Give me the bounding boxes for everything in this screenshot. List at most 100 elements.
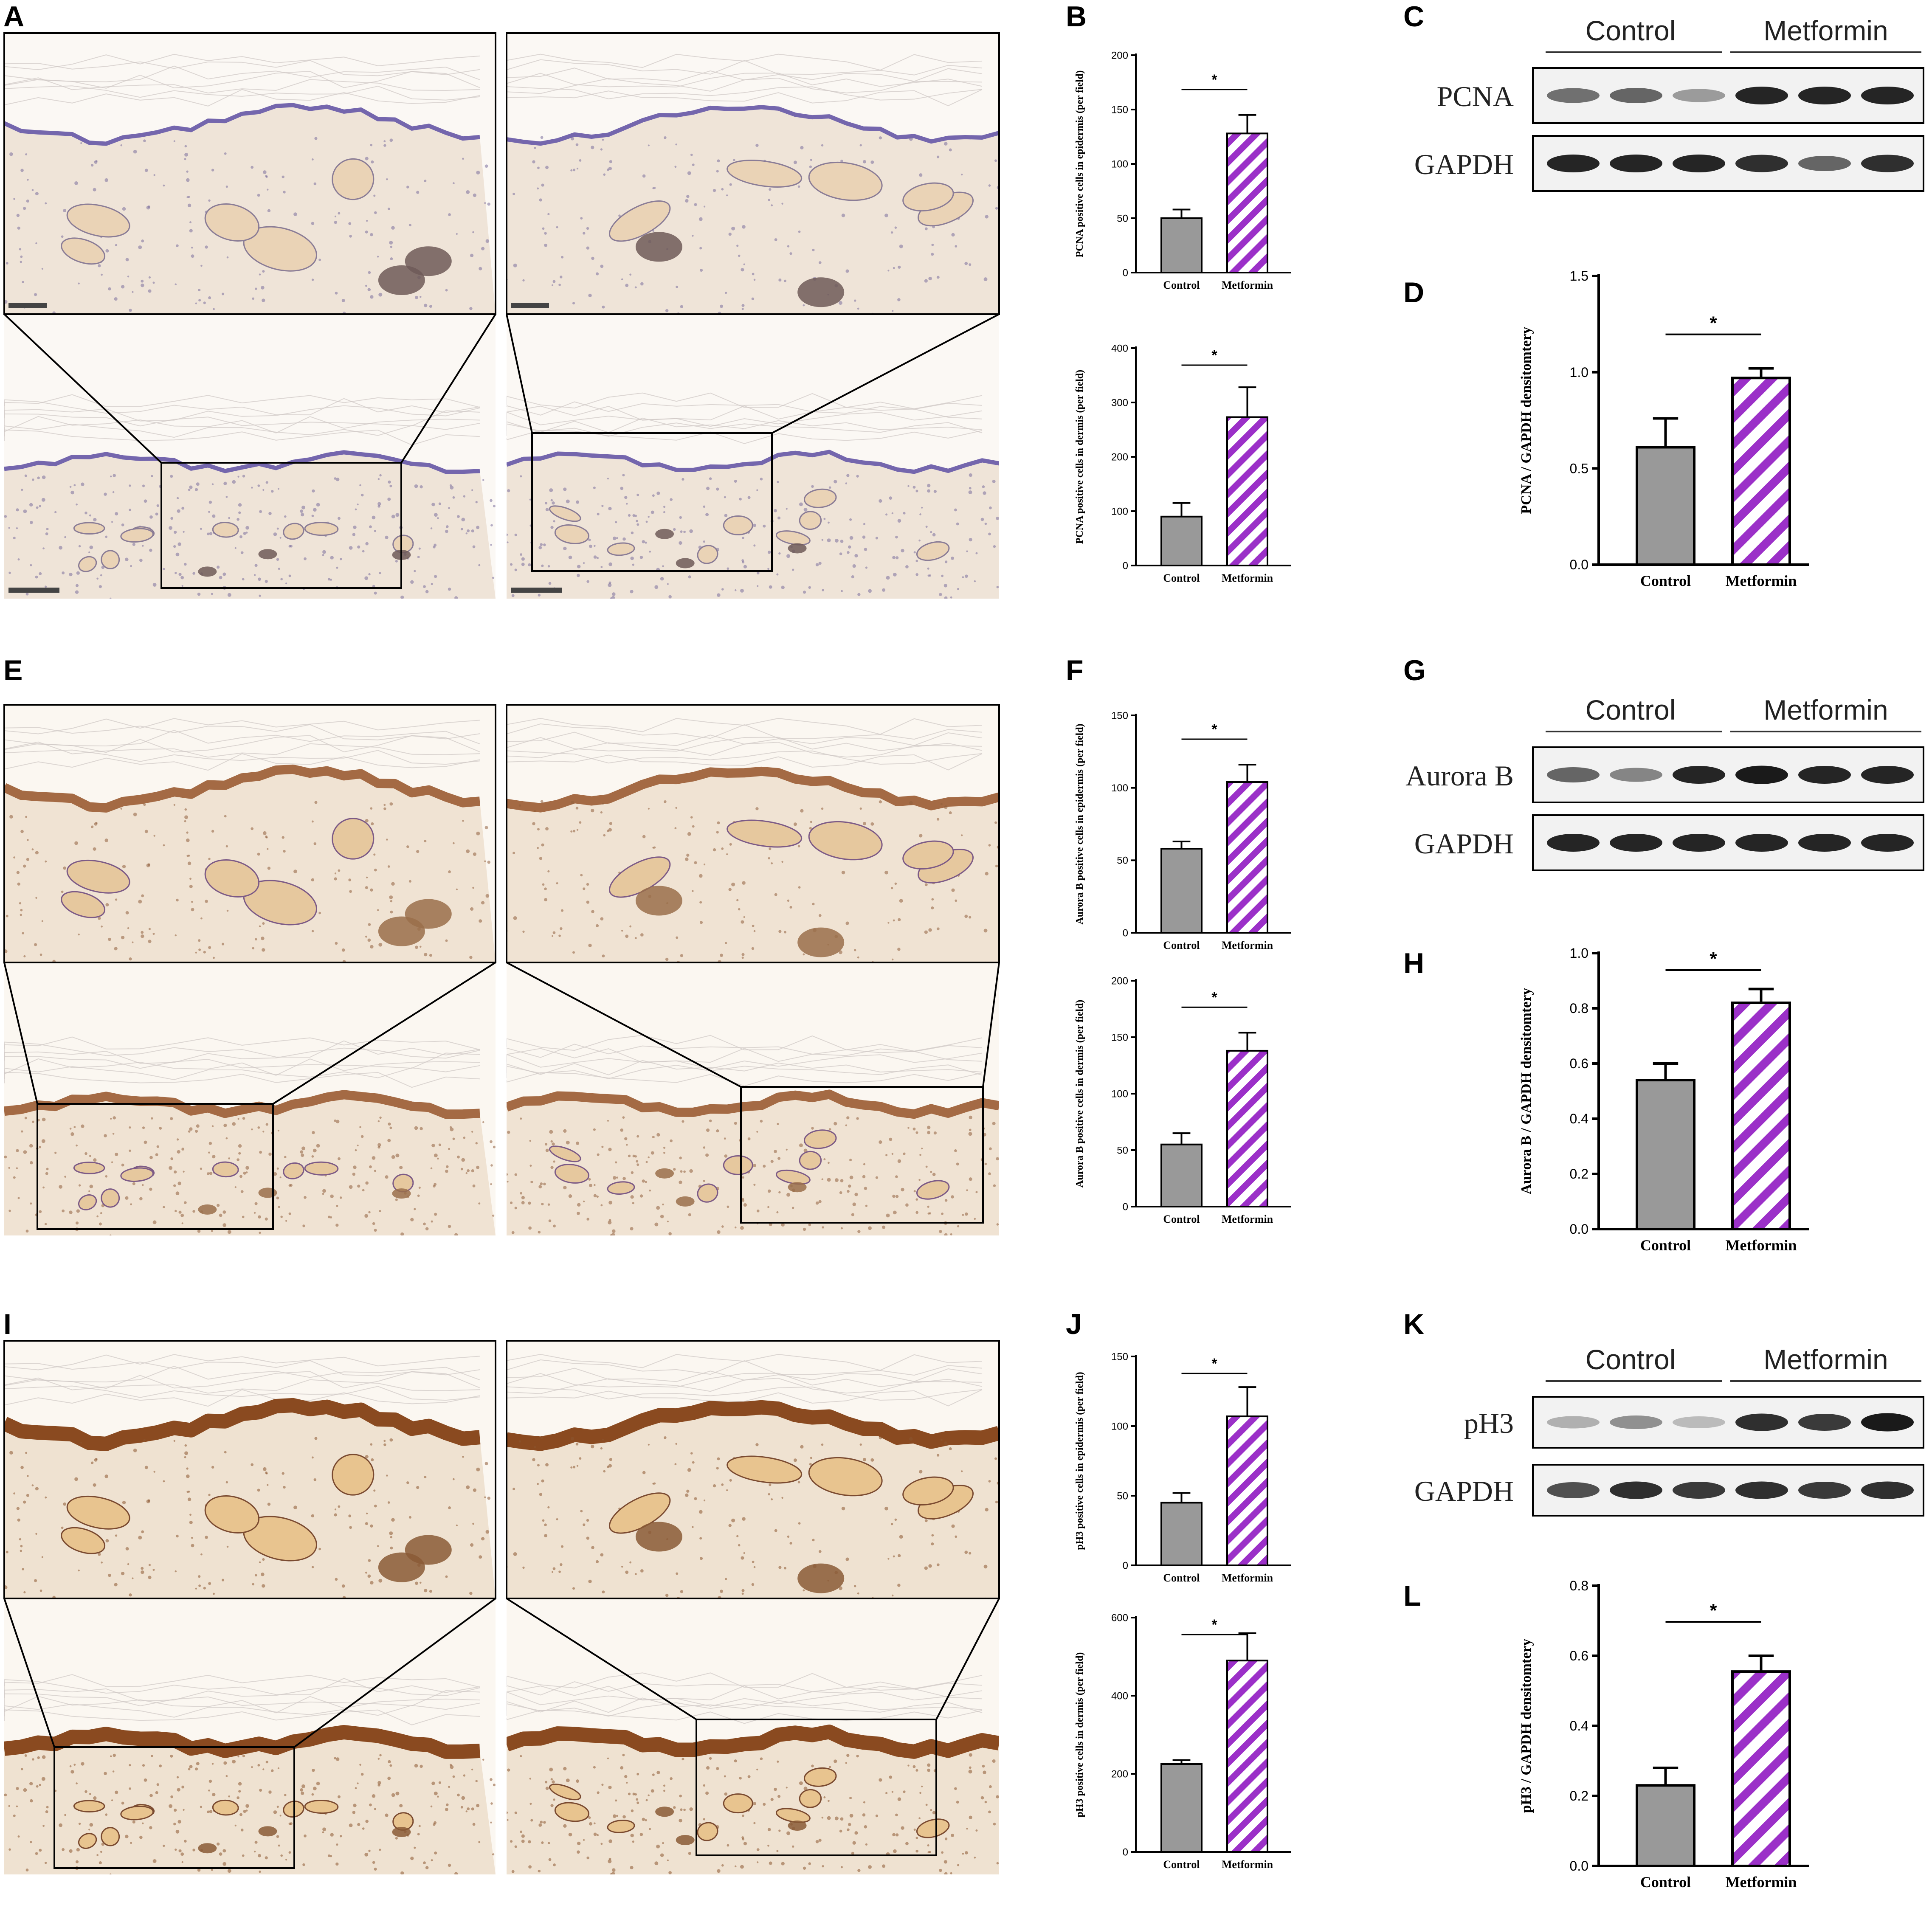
nucleus (907, 1127, 910, 1129)
nucleus (907, 485, 910, 487)
nucleus (575, 143, 579, 146)
nucleus (336, 1843, 338, 1846)
nucleus (776, 573, 779, 576)
nucleus (529, 1778, 531, 1780)
nucleus (104, 839, 108, 842)
nucleus (879, 499, 882, 503)
nucleus (341, 948, 345, 952)
nucleus (16, 1805, 18, 1807)
nucleus (891, 310, 894, 312)
nucleus (41, 1777, 45, 1781)
panel-label-g: G (1403, 654, 1426, 687)
nucleus (834, 1816, 839, 1821)
nucleus (21, 488, 23, 491)
nucleus (285, 582, 287, 585)
nucleus (420, 485, 423, 489)
nucleus (242, 1216, 245, 1218)
nucleus (13, 856, 16, 859)
nucleus (583, 1200, 585, 1202)
nucleus (679, 1180, 682, 1184)
nucleus (570, 830, 573, 833)
nucleus (694, 203, 697, 206)
nucleus (349, 546, 353, 550)
nucleus (975, 1829, 978, 1832)
nucleus (180, 1852, 184, 1856)
nucleus (770, 1159, 774, 1163)
y-tick-label: 400 (1111, 343, 1128, 354)
nucleus (763, 524, 766, 528)
nucleus (541, 183, 544, 187)
nucleus (391, 1793, 395, 1797)
nucleus (198, 1575, 201, 1578)
nucleus (927, 1763, 931, 1767)
nucleus (859, 807, 862, 810)
nucleus (534, 146, 536, 149)
nucleus (148, 1564, 151, 1566)
nucleus (377, 1120, 380, 1123)
nucleus (676, 1572, 679, 1575)
nucleus (993, 1184, 996, 1187)
nucleus (528, 1865, 532, 1869)
nucleus (273, 1172, 277, 1176)
nucleus (132, 543, 135, 546)
nucleus (169, 526, 173, 530)
nucleus (41, 267, 44, 270)
nucleus (280, 1216, 283, 1218)
nucleus (511, 1231, 515, 1234)
nucleus (859, 144, 862, 146)
follicle-bulb (258, 1826, 277, 1837)
nucleus (359, 1764, 361, 1766)
nucleus (125, 258, 129, 262)
nucleus (969, 1753, 972, 1757)
nucleus (703, 1784, 706, 1787)
nucleus (251, 1463, 254, 1466)
nucleus (642, 1818, 645, 1821)
nucleus (975, 1191, 978, 1193)
nucleus (689, 1169, 693, 1173)
nucleus (457, 515, 460, 518)
nucleus (540, 136, 544, 139)
nucleus (550, 1140, 553, 1143)
nucleus (927, 574, 930, 577)
nucleus (541, 843, 544, 847)
nucleus (195, 951, 197, 954)
nucleus (186, 1467, 189, 1470)
nucleus (257, 1126, 260, 1129)
nucleus (892, 1833, 896, 1837)
nucleus (653, 1482, 656, 1485)
nucleus (45, 1496, 47, 1499)
panel-label-h: H (1403, 947, 1425, 979)
nucleus (530, 1819, 533, 1822)
nucleus (717, 1230, 721, 1234)
nucleus (600, 1447, 603, 1450)
nucleus (577, 1203, 581, 1207)
nucleus (487, 861, 490, 864)
nucleus (789, 252, 792, 255)
nucleus (153, 1471, 155, 1473)
nucleus (41, 1139, 45, 1143)
nucleus (372, 1156, 376, 1160)
nucleus (314, 801, 318, 804)
nucleus (553, 1224, 556, 1228)
nucleus (895, 556, 899, 560)
nucleus (175, 1829, 180, 1834)
nucleus (713, 1484, 716, 1488)
nucleus (540, 800, 544, 803)
nucleus (840, 1227, 843, 1230)
nucleus (139, 1197, 143, 1201)
nucleus (741, 304, 745, 307)
nucleus (389, 1438, 393, 1442)
nucleus (608, 1839, 613, 1843)
nucleus (61, 890, 64, 893)
nucleus (42, 1825, 45, 1827)
nucleus (387, 1776, 391, 1780)
nucleus (414, 1126, 418, 1130)
nucleus (141, 239, 144, 242)
nucleus (653, 187, 656, 189)
nucleus (262, 1584, 265, 1588)
nucleus (580, 217, 583, 220)
nucleus (144, 1778, 147, 1782)
nucleus (262, 922, 265, 925)
nucleus (676, 936, 679, 939)
nucleus (457, 1793, 460, 1797)
